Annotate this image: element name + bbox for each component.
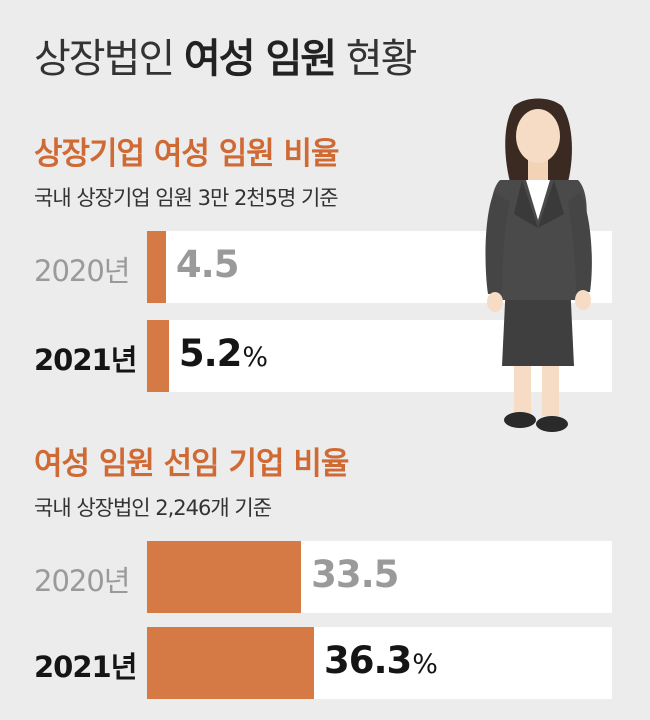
section2-title: 여성 임원 선임 기업 비율 [34, 446, 349, 482]
chart2-row-2020: 2020년 33.5 [0, 541, 650, 613]
value-number: 36.3 [323, 639, 412, 682]
businesswoman-figure [485, 98, 592, 432]
value-unit: % [242, 342, 268, 373]
section1-title: 상장기업 여성 임원 비율 [34, 136, 340, 172]
bar [147, 231, 166, 303]
data-label: 5.2% [178, 332, 268, 375]
value-number: 5.2 [178, 332, 243, 375]
category-label: 2020년 [34, 564, 130, 598]
category-label: 2021년 [34, 650, 137, 684]
category-label: 2021년 [34, 343, 137, 377]
data-label: 4.5 [176, 243, 240, 286]
section2-subtitle: 국내 상장법인 2,246개 기준 [34, 496, 272, 520]
title-part-1: 상장법인 [34, 36, 184, 82]
section1-subtitle: 국내 상장기업 임원 3만 2천5명 기준 [34, 186, 339, 210]
value-unit: % [412, 649, 438, 680]
page-title: 상장법인 여성 임원 현황 [34, 26, 418, 84]
title-part-2: 현황 [335, 36, 418, 82]
value-number: 4.5 [175, 243, 240, 286]
data-label: 33.5 [311, 553, 399, 596]
title-emphasis: 여성 임원 [183, 36, 337, 82]
chart2-row-2021: 2021년 36.3% [0, 627, 650, 699]
value-number: 33.5 [311, 553, 399, 596]
category-label: 2020년 [34, 254, 130, 288]
bar [147, 541, 302, 613]
bar [147, 320, 169, 392]
bar [147, 627, 314, 699]
data-label: 36.3% [323, 639, 438, 682]
